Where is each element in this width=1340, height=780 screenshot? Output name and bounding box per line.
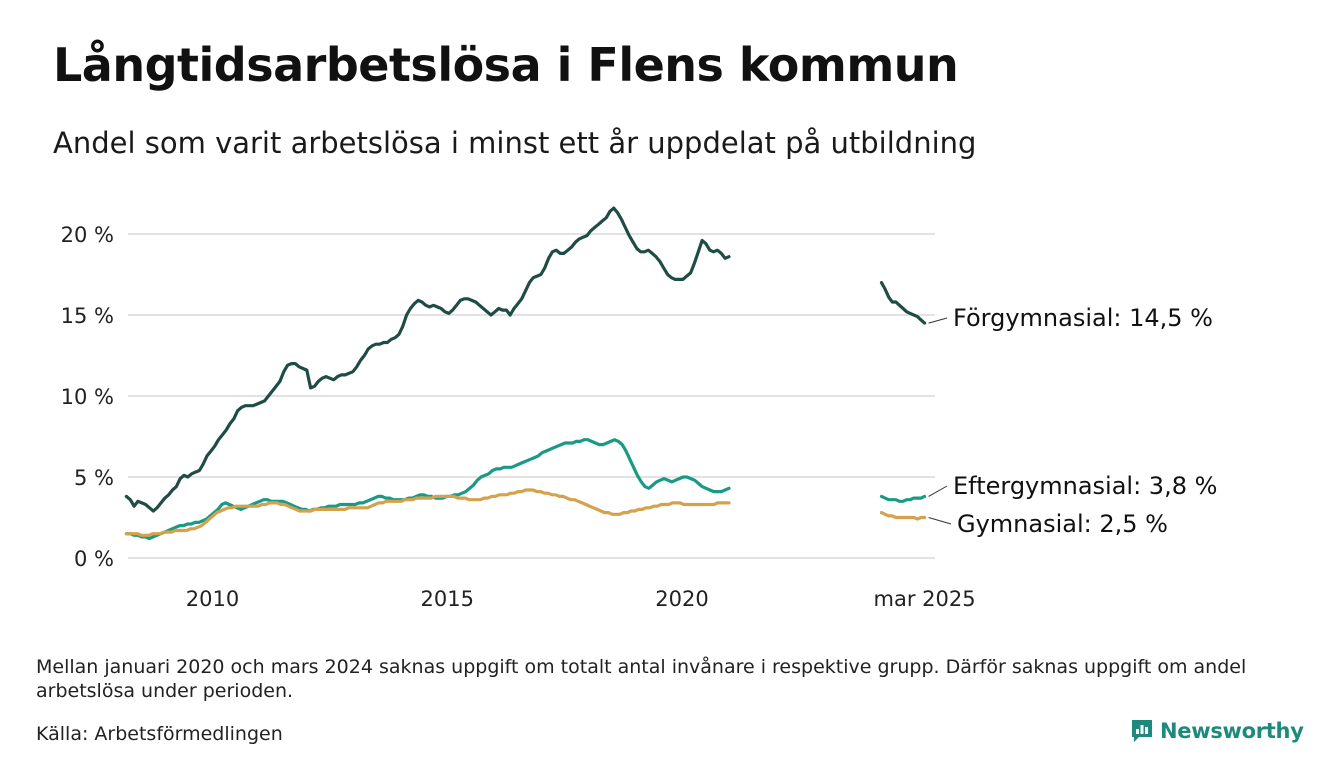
series-line-eftergymnasial [879, 494, 927, 503]
end-label-gymnasial: Gymnasial: 2,5 % [957, 510, 1168, 538]
end-label-leader [928, 517, 952, 525]
x-tick-label: 2015 [421, 587, 474, 611]
y-tick-label: 15 % [61, 304, 114, 328]
chart-subtitle: Andel som varit arbetslösa i minst ett å… [53, 126, 977, 160]
brand-name: Newsworthy [1160, 719, 1304, 743]
series-line-gymnasial [879, 511, 927, 521]
chart-title: Långtidsarbetslösa i Flens kommun [53, 38, 959, 92]
series-line-förgymnasial [124, 206, 731, 513]
line-chart: 0 % 5 % 10 % 15 % 20 % 2010 2015 2020 mar 2025 F… [61, 206, 1217, 611]
grid-layer: 0 % 5 % 10 % 15 % 20 % 2010 2015 2020 mar 2025 [61, 223, 976, 611]
series-line-gymnasial [124, 488, 731, 537]
series-layer [124, 206, 927, 541]
y-tick-label: 5 % [74, 466, 114, 490]
series-line-förgymnasial [879, 281, 927, 325]
bar-chart-logo-icon [1132, 720, 1152, 742]
label-layer: Förgymnasial: 14,5 % Eftergymnasial: 3,8 … [928, 304, 1217, 538]
y-tick-label: 10 % [61, 385, 114, 409]
newsworthy-logo: Newsworthy [1130, 718, 1304, 744]
series-line-eftergymnasial [124, 438, 731, 541]
end-label-förgymnasial: Förgymnasial: 14,5 % [953, 304, 1213, 332]
x-tick-label: 2010 [186, 587, 239, 611]
chart-note: Mellan januari 2020 och mars 2024 saknas… [36, 656, 1247, 702]
x-tick-label: 2020 [655, 587, 708, 611]
x-tick-label: mar 2025 [874, 587, 976, 611]
end-label-leader [928, 485, 948, 497]
end-label-leader [928, 317, 948, 324]
chart-source: Källa: Arbetsförmedlingen [36, 723, 283, 745]
y-tick-label: 0 % [74, 547, 114, 571]
end-label-eftergymnasial: Eftergymnasial: 3,8 % [953, 472, 1217, 500]
y-tick-label: 20 % [61, 223, 114, 247]
